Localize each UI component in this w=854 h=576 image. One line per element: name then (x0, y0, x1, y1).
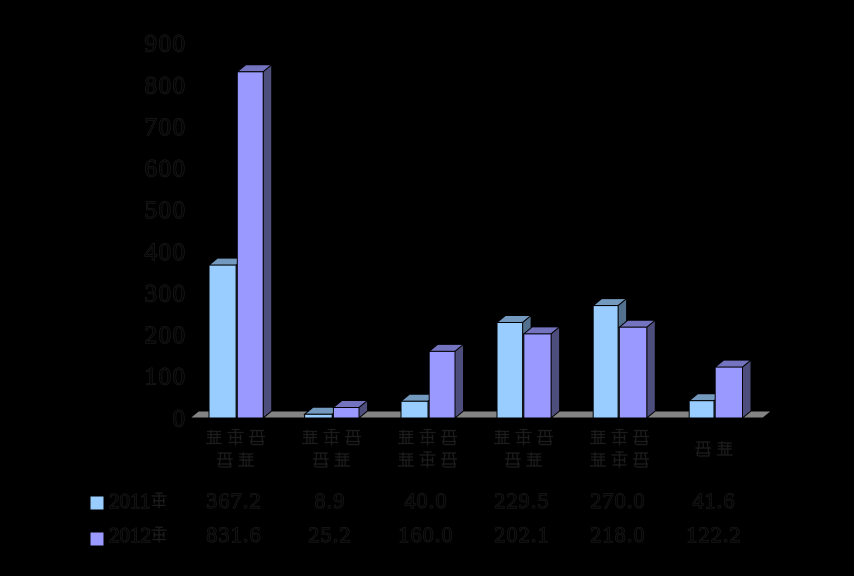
svg-text:100: 100 (145, 364, 187, 391)
svg-text:800: 800 (145, 72, 187, 99)
svg-text:500: 500 (145, 197, 187, 224)
svg-text:229.5: 229.5 (494, 488, 550, 513)
svg-text:2011: 2011 (109, 489, 150, 513)
svg-text:367.2: 367.2 (206, 488, 262, 513)
svg-text:2012: 2012 (109, 523, 151, 547)
svg-text:218.0: 218.0 (590, 522, 646, 547)
svg-text:40.0: 40.0 (404, 488, 447, 513)
svg-text:400: 400 (145, 239, 187, 266)
svg-text:831.6: 831.6 (206, 522, 262, 547)
svg-text:41.6: 41.6 (692, 488, 735, 513)
svg-text:202.1: 202.1 (494, 522, 550, 547)
svg-text:300: 300 (145, 280, 187, 307)
svg-text:25.2: 25.2 (308, 522, 351, 547)
svg-text:200: 200 (145, 322, 187, 349)
svg-text:600: 600 (145, 156, 187, 183)
svg-text:122.2: 122.2 (686, 522, 742, 547)
svg-text:900: 900 (145, 31, 187, 58)
svg-text:8.9: 8.9 (314, 488, 345, 513)
svg-text:700: 700 (145, 114, 187, 141)
svg-text:0: 0 (173, 405, 187, 432)
svg-text:270.0: 270.0 (590, 488, 646, 513)
svg-text:160.0: 160.0 (398, 522, 454, 547)
